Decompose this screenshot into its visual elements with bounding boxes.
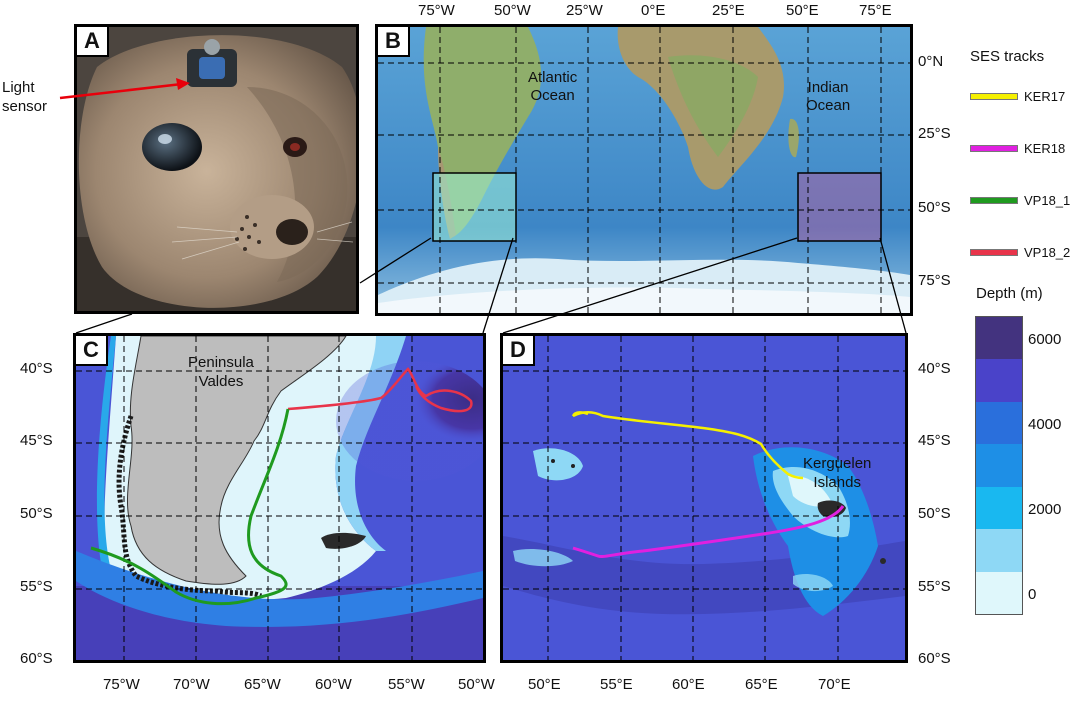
- panel-b-lat-tick: 0°N: [918, 53, 944, 70]
- panel-d-lon-tick: 70°E: [818, 676, 851, 693]
- kerguelen-islands-label: Kerguelen Islands: [803, 455, 872, 491]
- panel-b-map: Atlantic Ocean Indian Ocean: [375, 24, 913, 316]
- panel-c-lat-tick: 55°S: [20, 578, 53, 595]
- panel-d-map: Kerguelen Islands: [500, 333, 908, 663]
- depth-tick-label: 2000: [1028, 501, 1062, 518]
- indian-ocean-label: Indian Ocean: [806, 79, 851, 114]
- legend-item: VP18_2: [970, 239, 1078, 265]
- panel-b-lon-tick: 0°E: [641, 2, 666, 19]
- panel-c-lon-tick: 60°W: [315, 676, 352, 693]
- light-sensor-annotation: Light sensor: [2, 79, 48, 115]
- panel-b-lon-tick: 50°E: [786, 2, 819, 19]
- panel-c-lon-tick: 75°W: [103, 676, 140, 693]
- seal-photo-illustration: [77, 27, 356, 311]
- panel-d-lat-tick: 50°S: [918, 505, 951, 522]
- panel-b-letter: B: [378, 27, 410, 57]
- panel-d-lat-tick: 40°S: [918, 360, 951, 377]
- depth-band: [976, 529, 1022, 572]
- tracks-legend: SES tracks KER17 KER18 VP18_1 VP18_2: [970, 48, 1078, 265]
- legend-swatch-ker17: [970, 92, 1018, 100]
- panel-b-lat-tick: 25°S: [918, 125, 951, 142]
- depth-tick-label: 0: [1028, 586, 1037, 603]
- panel-b-lon-tick: 25°W: [566, 2, 603, 19]
- depth-band: [976, 571, 1022, 614]
- legend-item-label: KER18: [1024, 140, 1066, 156]
- legend-item-label: KER17: [1024, 88, 1066, 104]
- kerguelen-map: [503, 336, 905, 660]
- panel-c-lon-tick: 70°W: [173, 676, 210, 693]
- legend-item-label: VP18_1: [1024, 192, 1071, 208]
- panel-c-lat-tick: 50°S: [20, 505, 53, 522]
- panel-c-lon-tick: 50°W: [458, 676, 495, 693]
- panel-b-lon-tick: 75°W: [418, 2, 455, 19]
- legend-item-label: VP18_2: [1024, 244, 1071, 260]
- panel-c-map: Peninsula Valdes: [73, 333, 486, 663]
- depth-colorbar: [975, 316, 1023, 615]
- legend-swatch-vp18-2: [970, 248, 1018, 256]
- panel-c-lat-tick: 40°S: [20, 360, 53, 377]
- panel-d-letter: D: [503, 336, 535, 366]
- panel-b-lon-tick: 50°W: [494, 2, 531, 19]
- patagonia-map: [76, 336, 483, 660]
- depth-band: [976, 444, 1022, 487]
- depth-band: [976, 359, 1022, 402]
- panel-b-lat-tick: 75°S: [918, 272, 951, 289]
- panel-d-lat-tick: 45°S: [918, 432, 951, 449]
- world-map: [378, 27, 910, 313]
- panel-c-lat-tick: 60°S: [20, 650, 53, 667]
- sensor-arrow: [59, 78, 190, 100]
- legend-title: SES tracks: [970, 48, 1045, 65]
- panel-d-lon-tick: 55°E: [600, 676, 633, 693]
- depth-scale-title: Depth (m): [976, 285, 1043, 302]
- panel-d-lon-tick: 65°E: [745, 676, 778, 693]
- legend-swatch-ker18: [970, 144, 1018, 152]
- panel-d-lon-tick: 60°E: [672, 676, 705, 693]
- panel-c-lon-tick: 55°W: [388, 676, 425, 693]
- panel-c-letter: C: [76, 336, 108, 366]
- depth-band: [976, 401, 1022, 445]
- panel-a-photo: [74, 24, 359, 314]
- depth-tick-label: 6000: [1028, 331, 1062, 348]
- depth-band: [976, 317, 1022, 360]
- depth-band: [976, 486, 1022, 530]
- legend-item: KER17: [970, 83, 1078, 109]
- atlantic-ocean-label: Atlantic Ocean: [528, 69, 578, 104]
- legend-swatch-vp18-1: [970, 196, 1018, 204]
- depth-tick-label: 4000: [1028, 416, 1062, 433]
- panel-b-lon-tick: 75°E: [859, 2, 892, 19]
- legend-item: VP18_1: [970, 187, 1078, 213]
- panel-c-lat-tick: 45°S: [20, 432, 53, 449]
- panel-b-lat-tick: 50°S: [918, 199, 951, 216]
- legend-item: KER18: [970, 135, 1078, 161]
- panel-b-lon-tick: 25°E: [712, 2, 745, 19]
- peninsula-valdes-label: Peninsula Valdes: [188, 354, 254, 390]
- panel-d-lat-tick: 55°S: [918, 578, 951, 595]
- panel-c-lon-tick: 65°W: [244, 676, 281, 693]
- panel-d-lon-tick: 50°E: [528, 676, 561, 693]
- panel-d-lat-tick: 60°S: [918, 650, 951, 667]
- panel-a-letter: A: [77, 27, 109, 57]
